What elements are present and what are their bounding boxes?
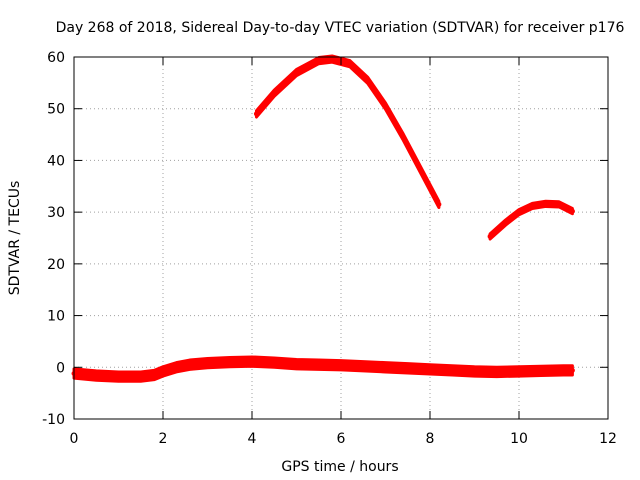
y-tick-label: 50 xyxy=(47,102,65,118)
y-tick-label: 10 xyxy=(47,309,65,325)
data-point xyxy=(561,367,566,373)
data-point xyxy=(347,61,353,67)
ticks: 0 2 4 6 8 10 12 -10 0 10 20 30 40 50 60 xyxy=(42,50,617,447)
data-point xyxy=(151,372,157,378)
data-point xyxy=(487,233,493,239)
data-point xyxy=(494,369,500,375)
data-point xyxy=(449,367,455,373)
series-1 xyxy=(71,355,575,383)
data-point xyxy=(427,366,433,372)
data-point xyxy=(271,360,277,366)
x-tick-label: 2 xyxy=(159,431,168,447)
x-axis-label: GPS time / hours xyxy=(281,459,398,475)
data-point xyxy=(472,368,477,374)
data-point xyxy=(93,373,99,379)
x-tick-label: 12 xyxy=(599,431,617,447)
data-point xyxy=(316,58,322,64)
series-band xyxy=(72,355,574,383)
grid xyxy=(74,57,608,419)
data-point xyxy=(516,368,522,374)
data-point xyxy=(316,362,322,368)
data-point xyxy=(187,362,193,368)
data-point xyxy=(173,364,179,370)
data-point xyxy=(338,362,344,368)
data-point xyxy=(569,367,575,373)
data-point xyxy=(400,134,406,140)
x-tick-label: 4 xyxy=(248,431,257,447)
y-tick-label: 40 xyxy=(47,153,65,169)
data-point xyxy=(271,90,277,96)
x-tick-label: 0 xyxy=(70,431,79,447)
data-point xyxy=(205,360,210,366)
data-point xyxy=(436,201,442,207)
y-tick-label: 60 xyxy=(47,50,65,66)
data-point xyxy=(418,168,424,174)
data-point xyxy=(253,111,259,117)
data-point xyxy=(294,361,299,367)
data-point xyxy=(503,219,509,225)
data-point xyxy=(365,77,371,83)
data-point xyxy=(138,374,144,380)
data-point xyxy=(294,70,299,76)
data-point xyxy=(405,365,411,371)
data-point xyxy=(116,374,121,380)
x-tick-label: 10 xyxy=(510,431,528,447)
data-point xyxy=(516,209,522,215)
x-tick-label: 6 xyxy=(337,431,346,447)
series-layer xyxy=(71,54,575,383)
data-point xyxy=(329,56,335,62)
data-point xyxy=(160,368,166,374)
y-axis-label: SDTVAR / TECUs xyxy=(7,181,23,296)
data-point xyxy=(383,103,388,109)
y-tick-label: 30 xyxy=(47,205,65,221)
data-point xyxy=(249,359,255,365)
series-band xyxy=(254,54,441,209)
data-point xyxy=(360,363,366,369)
series-3 xyxy=(487,199,575,241)
x-tick-label: 8 xyxy=(426,431,435,447)
y-tick-label: 0 xyxy=(56,360,65,376)
data-point xyxy=(529,203,535,209)
data-point xyxy=(383,364,388,370)
data-point xyxy=(543,201,549,207)
data-point xyxy=(538,368,544,374)
y-tick-label: -10 xyxy=(42,412,65,428)
chart-title: Day 268 of 2018, Sidereal Day-to-day VTE… xyxy=(56,20,625,36)
y-tick-label: 20 xyxy=(47,257,65,273)
data-point xyxy=(556,201,562,207)
data-point xyxy=(227,359,233,365)
data-point xyxy=(569,208,575,214)
series-2 xyxy=(253,54,442,209)
